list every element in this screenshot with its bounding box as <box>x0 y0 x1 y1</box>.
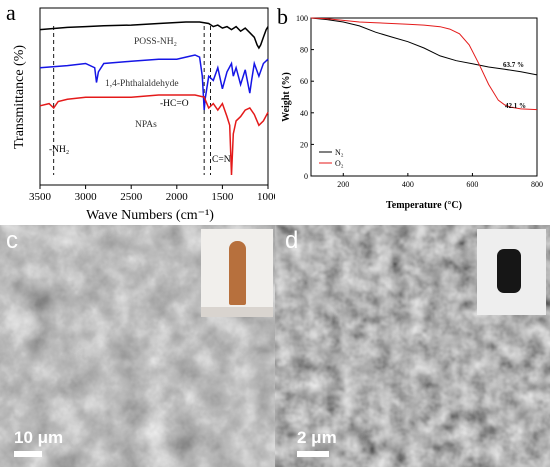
panel-letter-b: b <box>277 4 288 29</box>
series-line <box>39 54 269 111</box>
series-line <box>310 17 538 111</box>
x-tick-label: 600 <box>466 180 478 189</box>
annotation-n2-residue: 63.7 % <box>503 61 524 69</box>
panel-letter-d: d <box>285 227 299 254</box>
annotation-nh2: -NH₂ <box>49 145 69 155</box>
x-axis-label: Wave Numbers (cm⁻¹) <box>86 208 214 223</box>
y-axis-label: Transmittance (%) <box>12 45 27 149</box>
series-group <box>310 17 538 111</box>
x-axis-label: Temperature (°C) <box>386 200 462 211</box>
scale-bar-d <box>297 451 329 457</box>
aerogel-monolith-black <box>497 249 521 293</box>
plot-frame <box>310 17 538 177</box>
y-tick-label: 20 <box>300 140 308 149</box>
panel-d: d 2 μm <box>275 225 550 467</box>
legend-label-n2: N₂ <box>335 148 344 157</box>
panel-a: a 3500 3000 2500 2000 1500 1000 Wave Numbers … <box>0 0 280 225</box>
annotation-phthalaldehyde: 1,4-Phthalaldehyde <box>105 79 179 89</box>
annotation-poss-nh2: POSS-NH₂ <box>134 37 177 47</box>
y-tick-label: 80 <box>300 46 308 55</box>
y-tick-label: 60 <box>300 77 308 86</box>
legend: N₂ O₂ <box>319 148 344 168</box>
panel-c: c 10 μm <box>0 225 275 467</box>
ftir-chart: a 3500 3000 2500 2000 1500 1000 Wave Numbers … <box>6 0 280 223</box>
inset-photo-aerogel-black <box>477 229 546 315</box>
plot-frame <box>39 7 269 186</box>
inset-table-surface <box>201 307 273 317</box>
annotation-o2-residue: 42.1 % <box>505 102 526 110</box>
x-tick-label: 400 <box>402 180 414 189</box>
y-axis-label: Weight (%) <box>281 72 292 122</box>
x-tick-label: 3000 <box>75 191 98 203</box>
reference-lines <box>53 26 211 175</box>
x-tick-label: 2500 <box>120 191 143 203</box>
annotation-cn: C=N <box>212 155 231 165</box>
x-tick-label: 200 <box>337 180 349 189</box>
x-tick-label: 2000 <box>166 191 189 203</box>
series-line <box>39 94 269 176</box>
scale-bar-c <box>14 451 42 457</box>
inset-photo-aerogel-tan <box>201 229 273 317</box>
tga-chart: b 200 400 600 800 0 20 40 60 80 100 Temperature (… <box>277 4 543 211</box>
x-tick-label: 1500 <box>211 191 234 203</box>
panel-letter-c: c <box>6 227 18 254</box>
panel-letter-a: a <box>6 0 16 25</box>
legend-label-o2: O₂ <box>335 159 344 168</box>
y-tick-label: 0 <box>304 172 308 181</box>
series-group <box>39 21 269 176</box>
x-tick-label: 800 <box>531 180 543 189</box>
panel-b: b 200 400 600 800 0 20 40 60 80 100 Temperature (… <box>275 0 550 225</box>
series-line <box>310 17 538 76</box>
x-tick-label: 3500 <box>29 191 52 203</box>
annotation-hco: -HC=O <box>160 99 189 109</box>
series-line <box>39 21 269 50</box>
x-tick-label: 1000 <box>257 191 275 203</box>
x-ticks: 3500 3000 2500 2000 1500 1000 <box>29 185 280 203</box>
y-tick-label: 40 <box>300 109 308 118</box>
annotation-npas: NPAs <box>135 120 157 130</box>
scale-bar-label-d: 2 μm <box>297 428 337 447</box>
scale-bar-label-c: 10 μm <box>14 428 64 447</box>
y-tick-label: 100 <box>296 14 308 23</box>
aerogel-monolith-tan <box>229 241 246 305</box>
